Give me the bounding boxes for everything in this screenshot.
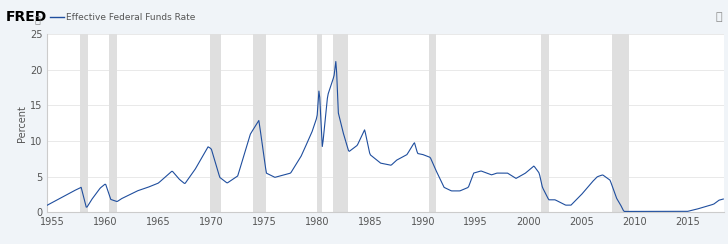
Y-axis label: Percent: Percent xyxy=(17,105,27,142)
Bar xyxy=(430,34,435,212)
Bar xyxy=(108,34,117,212)
Text: 🗠: 🗠 xyxy=(35,14,41,24)
Bar xyxy=(612,34,629,212)
Bar xyxy=(210,34,221,212)
Text: ⤢: ⤢ xyxy=(716,12,722,22)
Bar xyxy=(317,34,323,212)
Bar xyxy=(253,34,266,212)
Text: FRED: FRED xyxy=(6,10,47,24)
Text: Effective Federal Funds Rate: Effective Federal Funds Rate xyxy=(66,13,195,21)
Bar xyxy=(542,34,549,212)
Bar xyxy=(80,34,87,212)
Bar xyxy=(333,34,348,212)
